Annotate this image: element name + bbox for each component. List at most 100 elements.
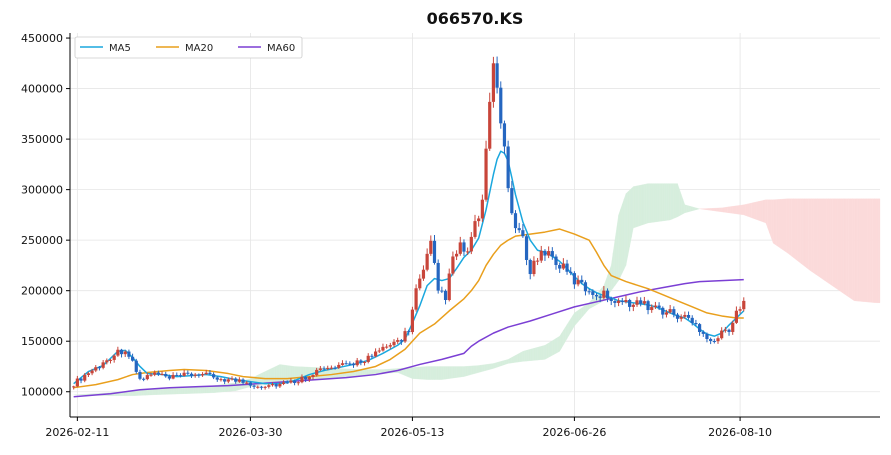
cloud-segment <box>193 387 195 394</box>
candle-body <box>565 264 568 272</box>
cloud-segment <box>138 390 140 395</box>
candle-body <box>367 356 370 362</box>
cloud-segment <box>435 366 437 379</box>
cloud-segment <box>274 366 276 383</box>
cloud-segment <box>816 199 818 276</box>
cloud-segment <box>724 207 726 212</box>
cloud-segment <box>654 184 656 223</box>
candle-body <box>720 331 723 339</box>
cloud-segment <box>278 364 280 382</box>
candle-body <box>175 375 178 376</box>
cloud-segment <box>333 368 335 378</box>
cloud-segment <box>475 366 477 374</box>
cloud-segment <box>280 364 282 382</box>
candle-body <box>551 251 554 256</box>
cloud-segment <box>782 199 784 251</box>
cloud-segment <box>666 184 668 221</box>
cloud-segment <box>738 205 740 214</box>
candle-body <box>223 379 226 381</box>
candle-body <box>646 301 649 310</box>
cloud-segment <box>851 199 853 300</box>
cloud-segment <box>177 388 179 394</box>
candle-body <box>433 241 436 263</box>
candle-body <box>212 374 215 377</box>
cloud-segment <box>812 199 814 273</box>
cloud-segment <box>644 184 646 224</box>
candle-body <box>396 340 399 342</box>
cloud-segment <box>516 354 518 362</box>
candle-body <box>713 341 716 342</box>
x-tick-label: 2026-06-26 <box>542 426 606 439</box>
cloud-segment <box>422 367 424 380</box>
cloud-segment <box>834 199 836 288</box>
candle-body <box>168 376 171 378</box>
cloud-segment <box>617 215 619 283</box>
cloud-segment <box>534 348 536 361</box>
candle-body <box>326 368 329 369</box>
cloud-segment <box>203 386 205 393</box>
candle-body <box>315 370 318 375</box>
candle-body <box>624 300 627 302</box>
cloud-segment <box>620 204 622 277</box>
cloud-segment <box>668 184 670 221</box>
cloud-segment <box>633 186 635 228</box>
legend-label-ma5: MA5 <box>109 43 131 54</box>
cloud-segment <box>484 364 486 371</box>
cloud-segment <box>271 368 273 384</box>
candle-body <box>437 263 440 291</box>
candle-body <box>308 377 311 379</box>
candle-body <box>252 386 255 387</box>
cloud-segment <box>411 367 413 378</box>
legend-label-ma20: MA20 <box>185 43 213 54</box>
candle-body <box>256 387 259 388</box>
cloud-segment <box>803 199 805 266</box>
candle-body <box>352 364 355 366</box>
cloud-segment <box>180 388 182 394</box>
y-tick-label: 100000 <box>21 386 63 399</box>
candle-body <box>278 384 281 386</box>
candle-body <box>466 251 469 252</box>
candle-body <box>149 375 152 376</box>
candle-body <box>547 251 550 255</box>
cloud-segment <box>184 388 186 394</box>
candle-body <box>264 387 267 388</box>
candle-body <box>588 291 591 292</box>
cloud-segment <box>514 355 516 362</box>
cloud-segment <box>733 206 735 214</box>
cloud-segment <box>83 394 85 395</box>
cloud-segment <box>832 199 834 287</box>
candle-body <box>440 291 443 292</box>
cloud-segment <box>460 366 462 377</box>
cloud-segment <box>841 199 843 293</box>
cloud-segment <box>655 184 657 222</box>
y-tick-label: 250000 <box>21 234 63 247</box>
candle-body <box>705 334 708 339</box>
cloud-segment <box>370 370 372 375</box>
candle-body <box>529 260 532 274</box>
candle-body <box>492 63 495 102</box>
candle-body <box>411 310 414 332</box>
candle-body <box>536 261 539 262</box>
cloud-segment <box>431 366 433 379</box>
candle-body <box>731 323 734 332</box>
candle-body <box>521 230 524 236</box>
candle-body <box>580 280 583 282</box>
cloud-segment <box>412 367 414 378</box>
cloud-segment <box>678 184 680 217</box>
cloud-segment <box>140 390 142 396</box>
cloud-segment <box>670 184 672 220</box>
cloud-segment <box>273 367 275 384</box>
candle-body <box>599 296 602 297</box>
candle-body <box>727 330 730 332</box>
candle-body <box>514 213 517 228</box>
cloud-segment <box>495 362 497 367</box>
cloud-segment <box>444 366 446 379</box>
cloud-segment <box>650 184 652 223</box>
cloud-segment <box>541 346 543 360</box>
cloud-segment <box>828 199 830 285</box>
cloud-segment <box>234 383 236 391</box>
cloud-segment <box>352 369 354 376</box>
candle-body <box>348 363 351 364</box>
cloud-segment <box>714 208 716 211</box>
candle-body <box>426 254 429 270</box>
